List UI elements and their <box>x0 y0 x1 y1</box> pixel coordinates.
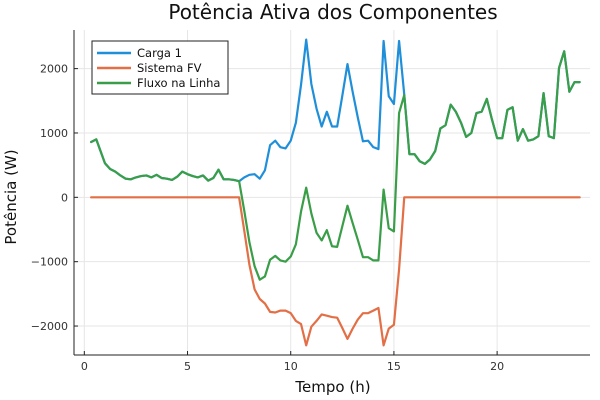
y-tick-label: 1000 <box>40 127 68 140</box>
series-layer <box>90 38 581 347</box>
x-tick-label: 15 <box>387 360 401 373</box>
x-tick-label: 10 <box>284 360 298 373</box>
x-axis-title: Tempo (h) <box>294 378 370 396</box>
y-tick-label: −1000 <box>31 256 68 269</box>
series-line-2 <box>90 196 581 347</box>
tick-labels: 0 5 10 15 20 −2000 −1000 0 1000 2000 <box>31 63 504 373</box>
axes <box>73 30 590 356</box>
y-tick-label: 0 <box>61 191 68 204</box>
y-tick-label: −2000 <box>31 320 68 333</box>
legend-label: Fluxo na Linha <box>137 76 220 90</box>
x-tick-label: 20 <box>490 360 504 373</box>
legend-label: Sistema FV <box>137 61 202 75</box>
chart-title: Potência Ativa dos Componentes <box>168 0 497 24</box>
series-line-3 <box>90 50 581 281</box>
x-tick-label: 0 <box>81 360 88 373</box>
legend-label: Carga 1 <box>137 46 182 60</box>
y-axis-title: Potência (W) <box>2 149 20 244</box>
y-tick-label: 2000 <box>40 63 68 76</box>
x-tick-label: 5 <box>184 360 191 373</box>
